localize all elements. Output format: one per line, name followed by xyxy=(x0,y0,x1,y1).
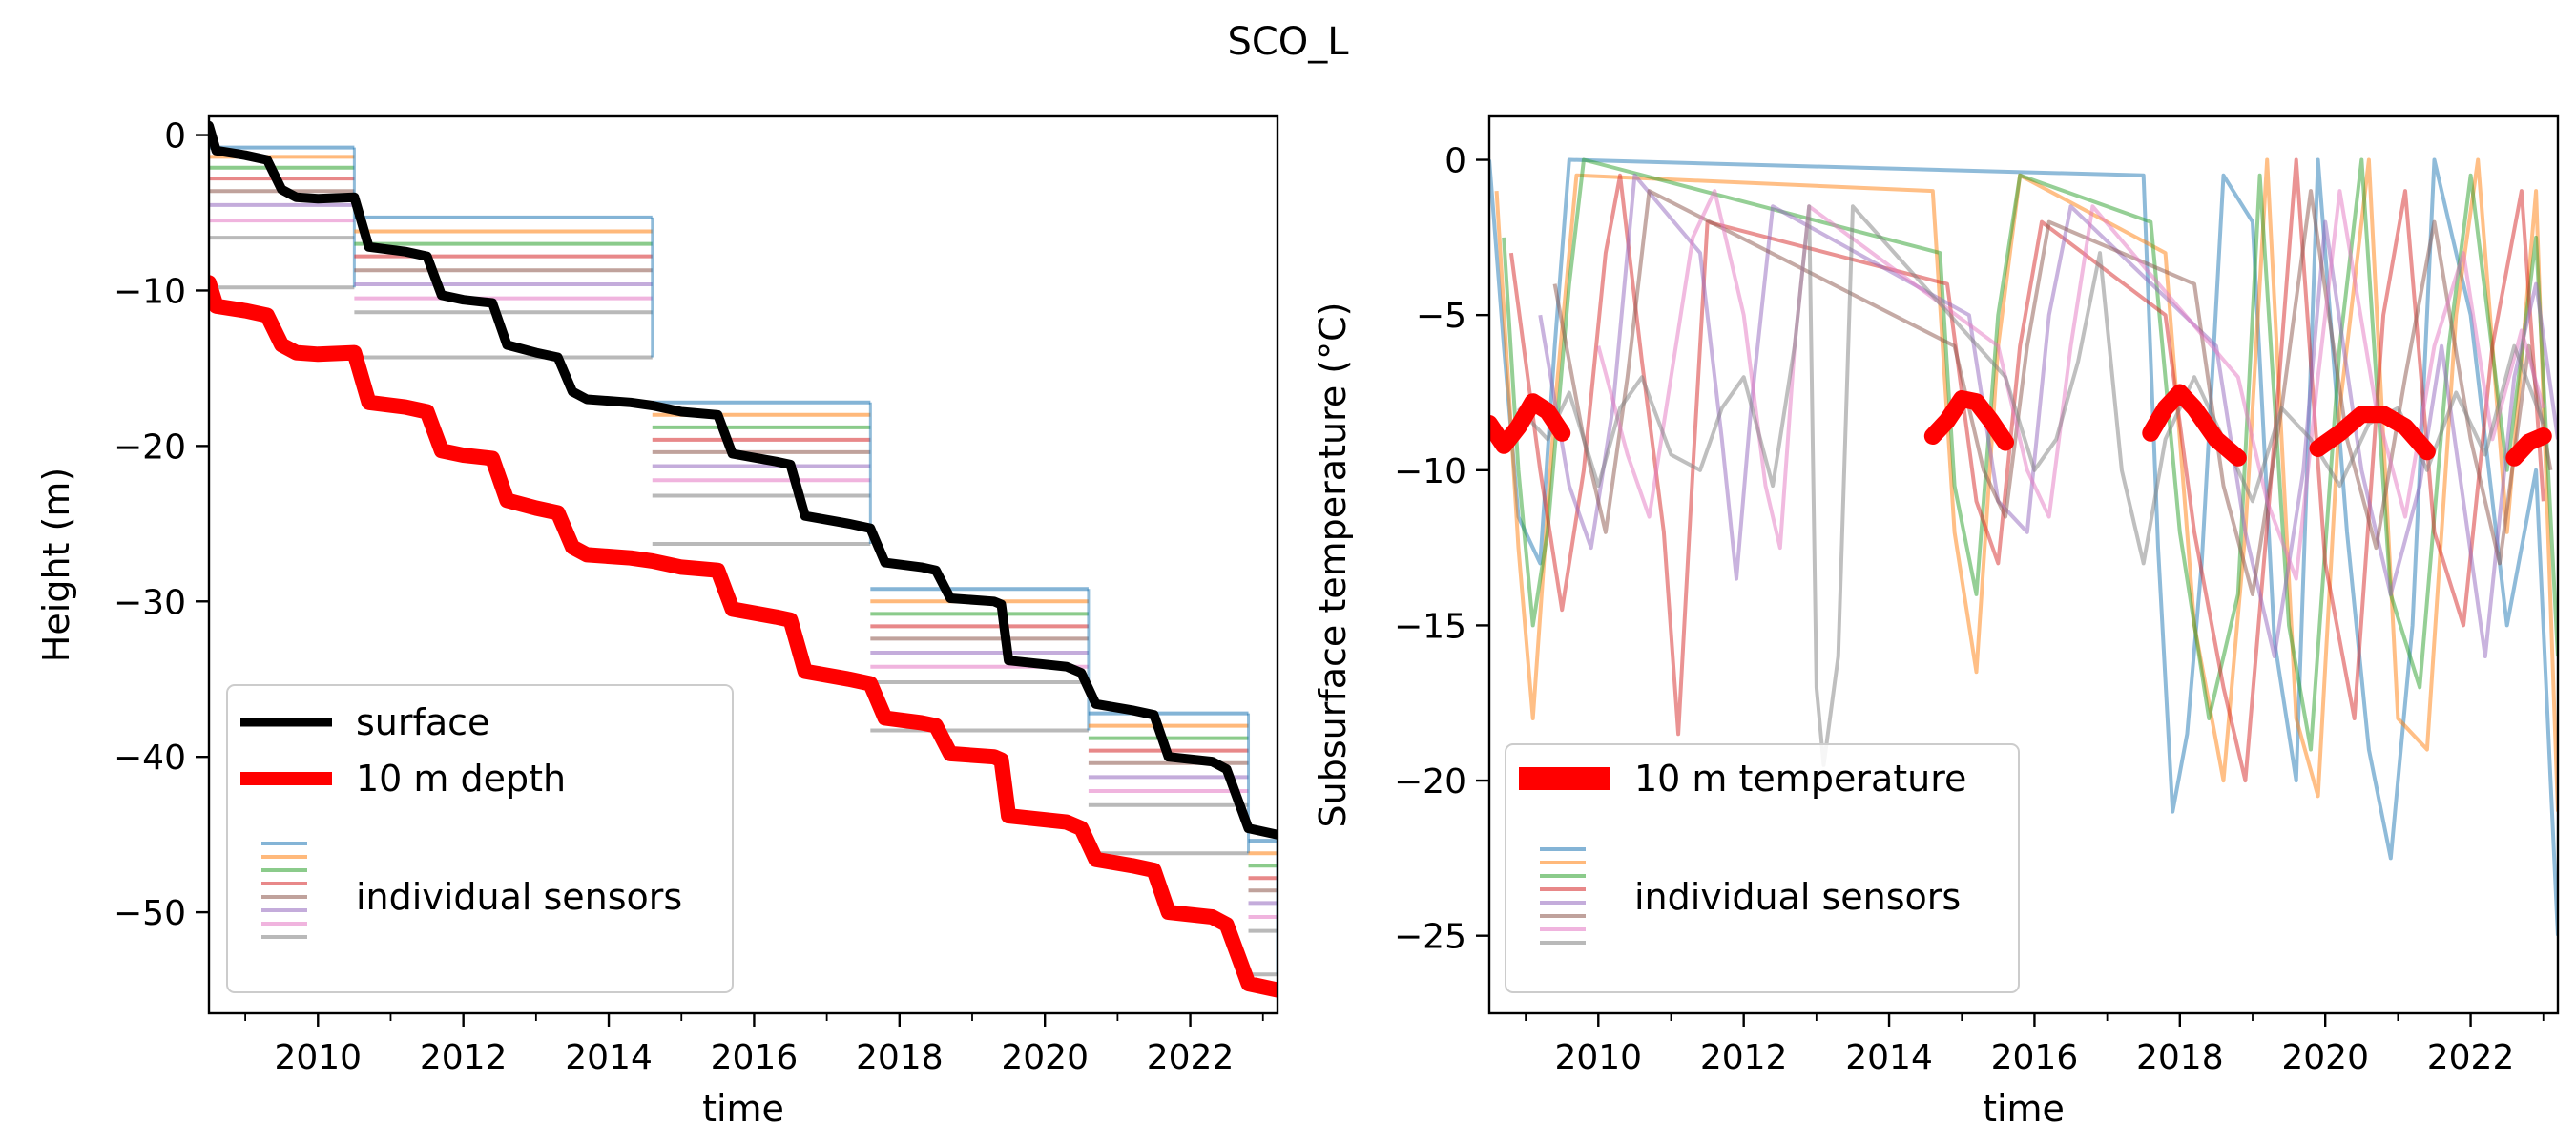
temperature-10m-line xyxy=(1489,393,1571,454)
x-tick-label: 2010 xyxy=(1554,1038,1642,1077)
y-tick-label: −40 xyxy=(114,739,186,778)
left-x-axis: 2010 2012 2014 2016 2018 2020 2022 xyxy=(244,1013,1264,1077)
legend-swatch-sensors-right xyxy=(1540,847,1586,945)
legend-swatch-sensors xyxy=(261,842,307,939)
y-tick-label: −15 xyxy=(1394,607,1466,646)
x-tick-label: 2020 xyxy=(1001,1038,1089,1077)
right-plot-frame xyxy=(1487,114,2560,1015)
x-tick-label: 2018 xyxy=(2136,1038,2224,1077)
x-tick-label: 2016 xyxy=(1991,1038,2079,1077)
temperature-10m-line xyxy=(1923,390,2014,451)
temperature-10m-line xyxy=(2505,427,2552,467)
left-legend: surface 10 m depth individual sensors xyxy=(226,684,734,993)
left-sensor-lines xyxy=(209,145,1278,977)
sensor-trace xyxy=(1489,157,2558,936)
y-tick-label: −25 xyxy=(1394,918,1466,957)
left-y-axis: 0 −10 −20 −30 −40 −50 xyxy=(114,117,209,933)
right-chart-panel: 2010 2012 2014 2016 2018 2020 2022 0 −5 −10 −15 −2… xyxy=(1312,114,2560,1130)
sensor-trace xyxy=(1508,157,2545,783)
surface-line xyxy=(209,120,1278,840)
figure-title: SCO_L xyxy=(1227,20,1349,64)
x-tick-label: 2012 xyxy=(420,1038,508,1077)
legend-label-individual-sensors-right: individual sensors xyxy=(1634,876,1961,918)
y-tick-label: −30 xyxy=(114,583,186,622)
x-tick-label: 2014 xyxy=(1845,1038,1933,1077)
y-tick-label: −5 xyxy=(1416,297,1466,336)
x-tick-label: 2014 xyxy=(565,1038,653,1077)
left-series-lines xyxy=(209,120,1278,998)
legend-label-10m-depth: 10 m depth xyxy=(356,758,566,800)
x-tick-label: 2010 xyxy=(274,1038,362,1077)
x-tick-label: 2022 xyxy=(1147,1038,1235,1077)
left-plot-frame xyxy=(207,114,1279,1015)
y-tick-label: 0 xyxy=(164,117,186,156)
legend-label-individual-sensors: individual sensors xyxy=(356,876,682,918)
sensor-trace xyxy=(1552,189,2553,596)
sensor-trace xyxy=(1502,157,2558,752)
x-tick-label: 2016 xyxy=(711,1038,799,1077)
y-tick-label: −20 xyxy=(114,427,186,467)
y-tick-label: −20 xyxy=(1394,762,1466,802)
sensor-trace xyxy=(1517,204,2545,767)
sensor-trace xyxy=(1538,173,2558,658)
x-tick-label: 2012 xyxy=(1700,1038,1788,1077)
y-tick-label: 0 xyxy=(1444,142,1466,181)
right-y-axis: 0 −5 −10 −15 −20 −25 xyxy=(1394,142,1489,957)
y-tick-label: −10 xyxy=(1394,452,1466,491)
temperature-10m-line xyxy=(2142,384,2247,467)
y-tick-label: −10 xyxy=(114,272,186,311)
left-chart-panel: 2010 2012 2014 2016 2018 2020 2022 0 −10 −20 −30 −… xyxy=(35,114,1279,1130)
depth-10m-line xyxy=(209,275,1278,998)
right-y-axis-label: Subsurface temperature (°C) xyxy=(1312,302,1354,828)
temperature-10m-line xyxy=(2309,406,2436,461)
left-x-axis-label: time xyxy=(702,1088,784,1130)
left-y-axis-label: Height (m) xyxy=(35,468,77,662)
right-legend: 10 m temperature individual sensors xyxy=(1505,743,2020,993)
y-tick-label: −50 xyxy=(114,894,186,933)
x-tick-label: 2018 xyxy=(856,1038,944,1077)
x-tick-label: 2020 xyxy=(2281,1038,2369,1077)
x-tick-label: 2022 xyxy=(2427,1038,2515,1077)
legend-label-surface: surface xyxy=(356,701,489,743)
right-x-axis-label: time xyxy=(1983,1088,2065,1130)
right-series-lines xyxy=(1489,384,2552,467)
right-x-axis: 2010 2012 2014 2016 2018 2020 2022 xyxy=(1525,1013,2545,1077)
legend-label-10m-temperature: 10 m temperature xyxy=(1634,758,1966,800)
